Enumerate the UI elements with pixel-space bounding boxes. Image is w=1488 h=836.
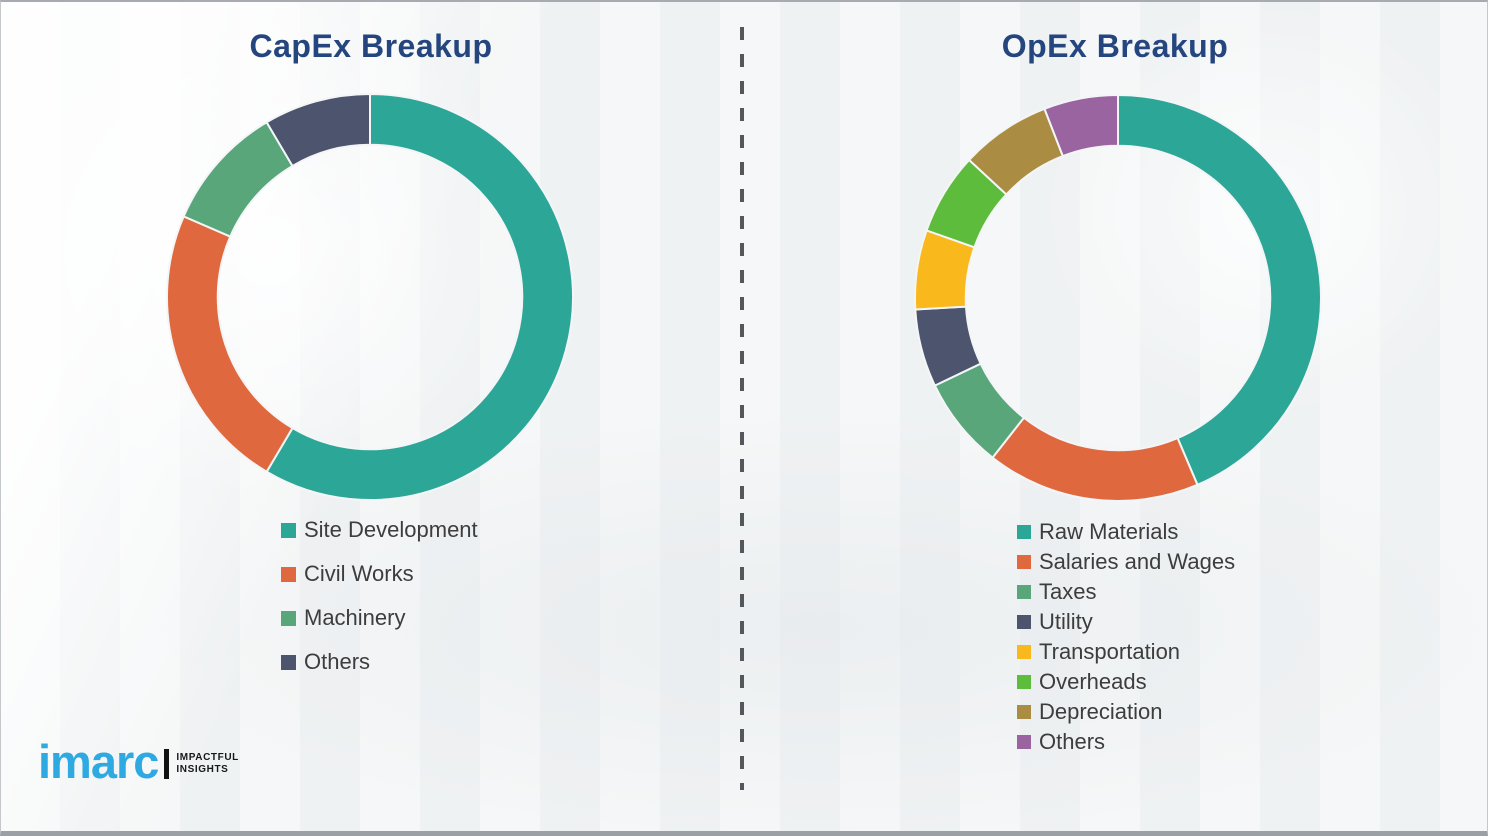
legend-item-taxes: Taxes: [1017, 577, 1235, 607]
logo-divider-bar: [164, 748, 170, 779]
donut-segment-raw-materials: [1117, 93, 1323, 487]
legend-swatch: [281, 522, 296, 538]
legend-swatch: [1017, 525, 1031, 539]
legend-label: Overheads: [1039, 669, 1147, 694]
legend-swatch: [1017, 615, 1031, 629]
legend-label: Site Development: [304, 517, 478, 542]
legend-label: Salaries and Wages: [1039, 549, 1236, 574]
legend-item-depreciation: Depreciation: [1017, 697, 1235, 727]
logo-tagline: IMPACTFUL INSIGHTS: [176, 752, 238, 776]
legend-item-civil-works: Civil Works: [281, 552, 478, 596]
legend-item-site-development: Site Development: [281, 508, 478, 552]
legend-swatch: [281, 566, 296, 582]
donut-segment-civil-works: [166, 215, 294, 474]
logo-tagline-line1: IMPACTFUL: [176, 751, 239, 763]
capex-legend: Site Development Civil Works Machinery O…: [281, 508, 478, 684]
legend-swatch: [1017, 705, 1031, 719]
legend-swatch: [1017, 675, 1031, 689]
legend-label: Transportation: [1039, 639, 1181, 664]
legend-swatch: [1017, 735, 1031, 749]
legend-item-others: Others: [281, 640, 478, 684]
legend-item-transportation: Transportation: [1017, 637, 1235, 667]
legend-label: Others: [304, 649, 371, 674]
legend-label: Taxes: [1039, 579, 1097, 604]
opex-chart-title: OpEx Breakup: [1001, 28, 1229, 64]
imarc-logo: imarc IMPACTFUL INSIGHTS: [38, 735, 239, 788]
legend-swatch: [281, 610, 296, 626]
legend-label: Utility: [1039, 609, 1093, 634]
legend-swatch: [1017, 555, 1031, 569]
donut-segment-site-development: [265, 92, 574, 501]
legend-item-raw-materials: Raw Materials: [1017, 517, 1235, 547]
capex-chart-title: CapEx Breakup: [249, 28, 493, 64]
legend-item-salaries-and-wages: Salaries and Wages: [1017, 547, 1235, 577]
legend-swatch: [1017, 645, 1031, 659]
donut-segment-salaries-and-wages: [991, 416, 1199, 502]
legend-label: Depreciation: [1039, 699, 1163, 724]
opex-legend: Raw Materials Salaries and Wages Taxes U…: [1017, 517, 1235, 757]
opex-donut-chart: [913, 93, 1323, 502]
legend-item-machinery: Machinery: [281, 596, 478, 640]
legend-swatch: [281, 654, 296, 670]
legend-item-overheads: Overheads: [1017, 667, 1235, 697]
donut-segment-others: [1043, 93, 1119, 158]
legend-swatch: [1017, 585, 1031, 599]
logo-tagline-line2: INSIGHTS: [176, 763, 229, 775]
imarc-logo-wordmark: imarc: [38, 735, 159, 788]
legend-item-utility: Utility: [1017, 607, 1235, 637]
legend-label: Others: [1039, 729, 1106, 754]
legend-label: Machinery: [304, 605, 406, 630]
legend-label: Civil Works: [304, 561, 414, 586]
capex-donut-chart: [166, 92, 574, 501]
dashed-divider-line: [740, 27, 744, 790]
donut-segment-others: [265, 92, 371, 168]
legend-item-others: Others: [1017, 727, 1235, 757]
legend-label: Raw Materials: [1039, 519, 1179, 544]
